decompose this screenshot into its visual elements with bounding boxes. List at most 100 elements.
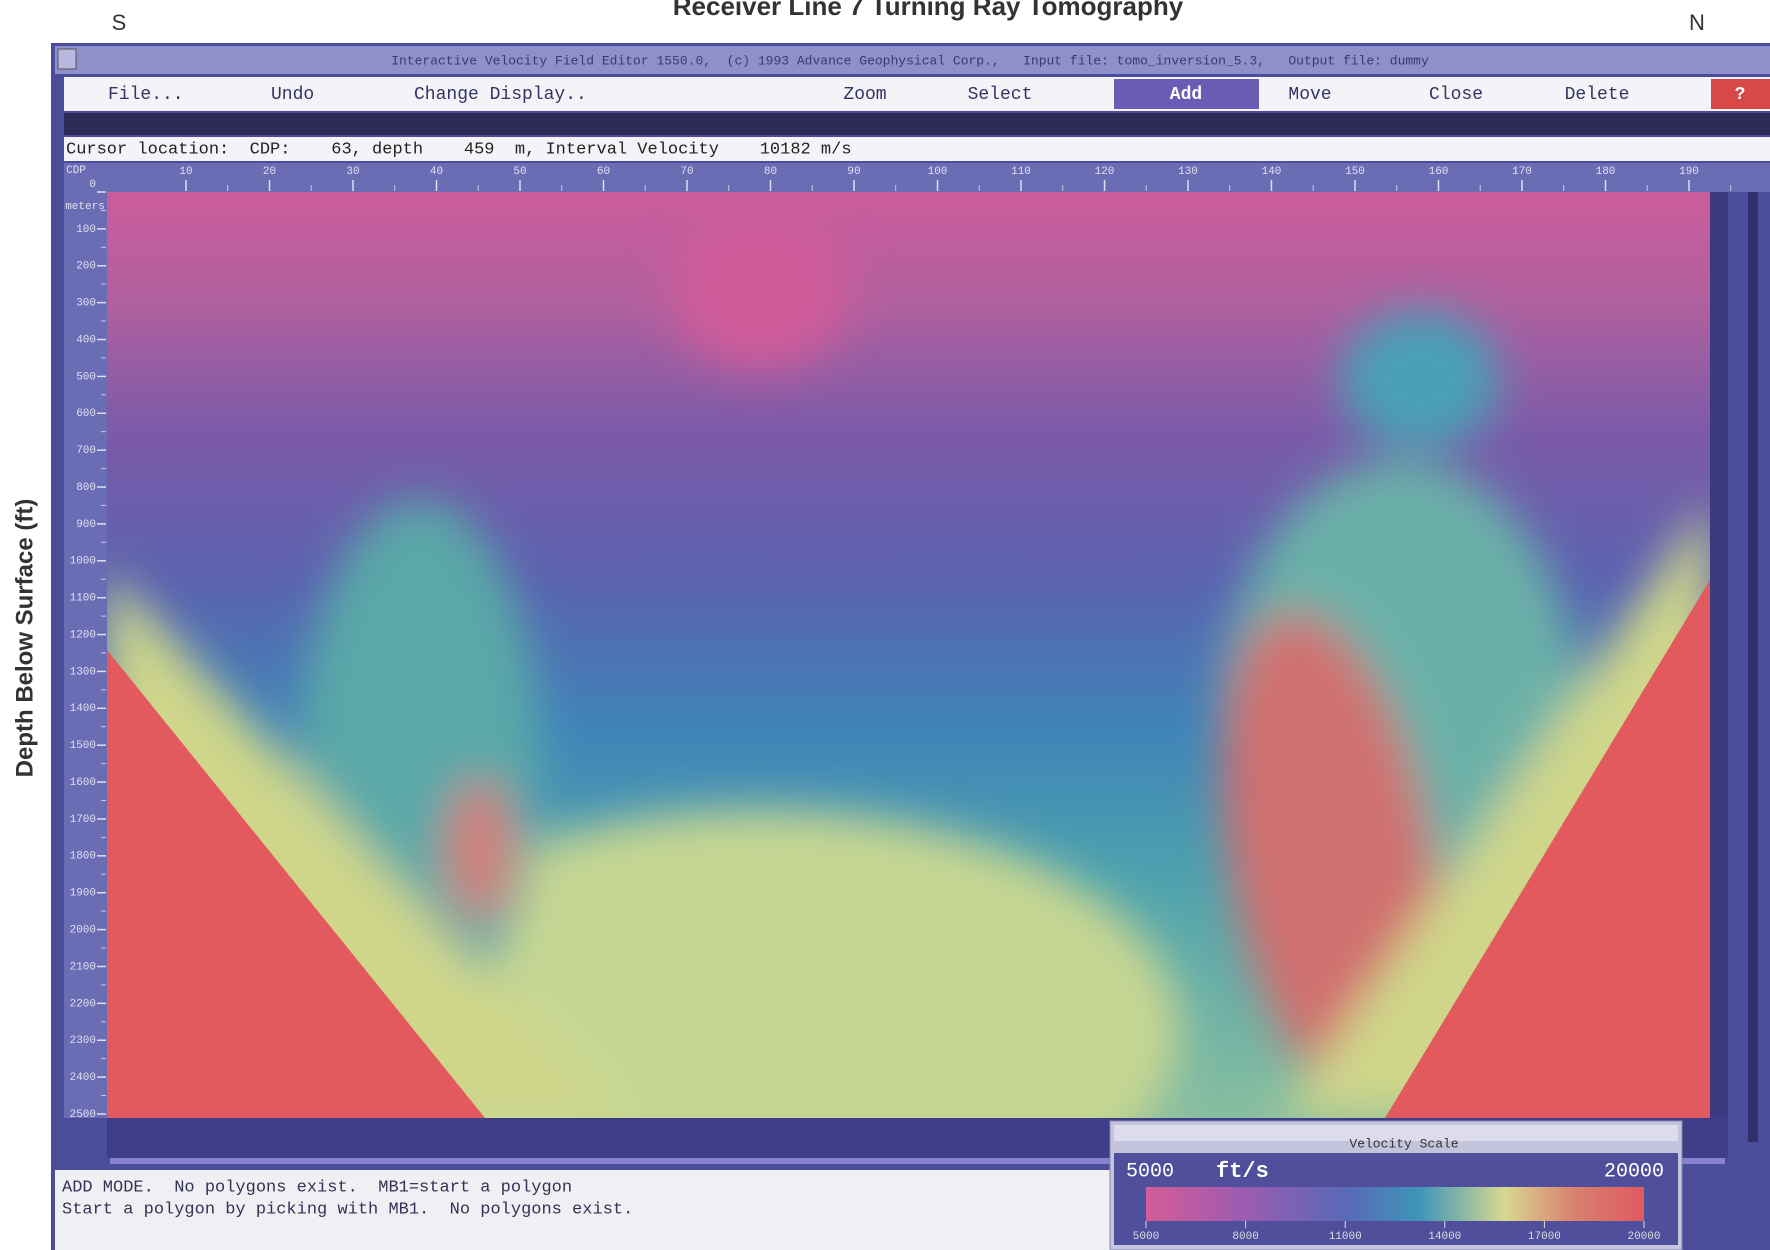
x-ruler-label: 20 (263, 166, 276, 178)
y-ruler-label: 0 (89, 179, 96, 191)
y-ruler-label: 100 (76, 224, 96, 236)
separator (64, 113, 1770, 135)
x-ruler-label: 50 (513, 166, 526, 178)
x-ruler-label: 30 (346, 166, 359, 178)
velocity-field (107, 192, 1710, 1118)
y-ruler-label: 2200 (70, 998, 96, 1010)
scroll-track (1748, 192, 1758, 1142)
y-ruler-label: 2300 (70, 1035, 96, 1047)
y-ruler-label: 1600 (70, 777, 96, 789)
title-bar (55, 46, 1770, 74)
x-ruler-label: 190 (1679, 166, 1699, 178)
menu-item[interactable]: Delete (1565, 85, 1630, 105)
figure-title: Receiver Line 7 Turning Ray Tomography (673, 0, 1184, 21)
x-ruler-label: 40 (430, 166, 443, 178)
y-ruler-label: 2000 (70, 925, 96, 937)
scale-max: 20000 (1604, 1160, 1664, 1183)
y-ruler (64, 192, 107, 1118)
x-ruler-ticks: CDP 10 20 30 40 50 60 70 80 90 100 110 120 130 140 150 1… (66, 165, 1732, 191)
x-ruler (64, 163, 1770, 192)
scale-tick-label: 20000 (1627, 1231, 1660, 1243)
x-ruler-label: 90 (847, 166, 860, 178)
y-ruler-label: 1700 (70, 814, 96, 826)
menu-item[interactable]: ? (1735, 85, 1746, 105)
y-ruler-label: 1100 (70, 593, 96, 605)
window-menu-button[interactable] (57, 48, 77, 70)
y-ruler-label: 2400 (70, 1072, 96, 1084)
x-ruler-label: 160 (1429, 166, 1449, 178)
x-ruler-label: 70 (680, 166, 693, 178)
y-ruler-label: 1200 (70, 629, 96, 641)
y-ruler-label: 300 (76, 298, 96, 310)
x-ruler-label: 130 (1178, 166, 1198, 178)
cursor-bar (64, 137, 1770, 161)
menu-item[interactable]: Undo (271, 85, 314, 105)
y-ruler-label: 1800 (70, 851, 96, 863)
x-ruler-label: 180 (1596, 166, 1616, 178)
field-blob (445, 780, 515, 920)
y-ruler-label: 500 (76, 371, 96, 383)
y-ruler-ticks: 0 100 200 300 400 500 600 700 800 900 1000 1100 1200… (65, 179, 106, 1121)
scale-min: 5000 (1126, 1160, 1174, 1183)
scale-title-bar (1114, 1125, 1678, 1141)
field-blob (340, 810, 1180, 1118)
x-ruler-label: 170 (1512, 166, 1532, 178)
field-blob (670, 210, 850, 370)
y-ruler-label: 200 (76, 261, 96, 273)
y-ruler-label: 700 (76, 445, 96, 457)
menu-items: File... Undo Change Display.. Zoom Select Add… (108, 79, 1770, 109)
y-ruler-label: 2100 (70, 961, 96, 973)
scale-colorbar (1146, 1187, 1644, 1221)
y-axis-label: Depth Below Surface (ft) (11, 499, 38, 778)
scale-tick-label: 8000 (1232, 1231, 1258, 1243)
status-area (55, 1170, 1115, 1250)
north-label: N (1689, 10, 1705, 35)
scale-tick-label: 17000 (1528, 1231, 1561, 1243)
scale-tick-label: 11000 (1329, 1231, 1362, 1243)
y-ruler-label: 1900 (70, 888, 96, 900)
menu-item[interactable]: Add (1170, 85, 1202, 105)
field-edge (1385, 580, 1710, 1118)
help-button[interactable] (1711, 79, 1770, 109)
scale-ticks: 5000 8000 11000 14000 17000 20000 (1133, 1221, 1661, 1243)
v-scrollbar[interactable] (1710, 192, 1728, 1118)
y-ruler-label: 1500 (70, 740, 96, 752)
x-ruler-label: 10 (179, 166, 192, 178)
scale-tick-label: 5000 (1133, 1231, 1159, 1243)
scale-tick-label: 14000 (1428, 1231, 1461, 1243)
menu-item[interactable]: Select (968, 85, 1033, 105)
x-ruler-label: 140 (1262, 166, 1282, 178)
y-ruler-label: 600 (76, 408, 96, 420)
menu-item[interactable]: Close (1429, 85, 1483, 105)
menu-highlight[interactable] (1114, 79, 1259, 109)
h-scrollbar[interactable] (110, 1158, 1725, 1164)
field-edge (107, 650, 485, 1118)
y-ruler-label: 1000 (70, 556, 96, 568)
field-blob (1340, 310, 1500, 450)
y-ruler-label: 2500 (70, 1109, 96, 1121)
y-ruler-unit: meters (65, 201, 105, 213)
status-message: Start a polygon by picking with MB1. No … (62, 1200, 633, 1219)
menu-item[interactable]: File... (108, 85, 184, 105)
status-messages: ADD MODE. No polygons exist. MB1=start a… (62, 1178, 633, 1219)
y-ruler-label: 800 (76, 482, 96, 494)
y-ruler-label: 400 (76, 334, 96, 346)
south-label: S (112, 10, 127, 35)
scale-unit: ft/s (1216, 1159, 1269, 1184)
y-ruler-label: 1400 (70, 703, 96, 715)
menu-item[interactable]: Zoom (843, 85, 886, 105)
status-message: ADD MODE. No polygons exist. MB1=start a… (62, 1178, 572, 1197)
x-ruler-label: 120 (1095, 166, 1115, 178)
x-ruler-label: 100 (928, 166, 948, 178)
x-ruler-label: 110 (1011, 166, 1031, 178)
y-ruler-label: 1300 (70, 666, 96, 678)
x-ruler-unit: CDP (66, 165, 86, 177)
menu-bar (64, 77, 1770, 111)
window-title: Interactive Velocity Field Editor 1550.0… (391, 53, 1429, 68)
menu-item[interactable]: Change Display.. (414, 85, 587, 105)
menu-item[interactable]: Move (1288, 85, 1331, 105)
x-ruler-label: 80 (764, 166, 777, 178)
x-ruler-label: 60 (597, 166, 610, 178)
